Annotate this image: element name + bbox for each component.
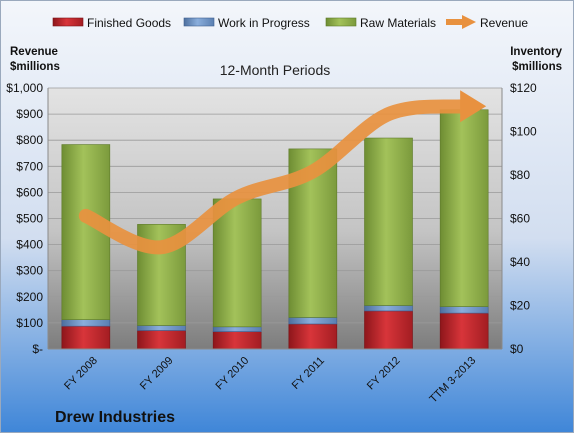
bar-raw-materials (439, 109, 489, 307)
bar-finished-goods (61, 325, 111, 350)
bar-finished-goods (364, 310, 413, 350)
chart-title: 12-Month Periods (220, 62, 331, 78)
legend-revenue-arrowhead (462, 15, 476, 29)
gridlines (48, 87, 502, 324)
left-tick-label: $600 (16, 185, 43, 199)
company-name: Drew Industries (55, 409, 175, 426)
right-axis-label-line1: Inventory (510, 46, 562, 58)
right-tick-label: $40 (510, 255, 530, 269)
bar-finished-goods (288, 323, 338, 350)
right-tick-label: $100 (510, 125, 537, 139)
left-tick-label: $300 (16, 264, 43, 278)
left-tick-label: $200 (16, 290, 43, 304)
bar-work-in-progress (288, 317, 338, 325)
revenue-line-group (78, 90, 487, 255)
left-axis-label-line1: Revenue (10, 46, 58, 58)
right-axis-ticks: $0 $20 $40 $60 $80 $100 $120 (510, 81, 537, 356)
legend-label-finished-goods: Finished Goods (87, 16, 171, 30)
bar-work-in-progress (61, 319, 111, 327)
bar-work-in-progress (439, 306, 489, 314)
legend-label-revenue: Revenue (480, 16, 528, 30)
right-tick-label: $120 (510, 81, 537, 95)
bar-finished-goods (439, 312, 489, 350)
revenue-arrowhead (460, 90, 487, 123)
legend-swatch-work-in-progress (183, 17, 215, 27)
bar-work-in-progress (212, 326, 262, 332)
legend-label-raw-materials: Raw Materials (360, 16, 436, 30)
legend-swatch-finished-goods (52, 17, 84, 27)
legend: Finished Goods Work in Progress Raw Mate… (52, 15, 528, 30)
left-tick-label: $100 (16, 316, 43, 330)
left-tick-label: $700 (16, 159, 43, 173)
left-axis-ticks: $- $100 $200 $300 $400 $500 $600 $700 $800 $900 $1… (6, 81, 43, 356)
bar-finished-goods (212, 331, 262, 350)
right-axis-label-line2: $millions (512, 61, 562, 73)
right-tick-label: $80 (510, 168, 530, 182)
bar-work-in-progress (137, 325, 186, 331)
revenue-line (78, 99, 472, 255)
legend-swatch-raw-materials (325, 17, 357, 27)
left-tick-label: $1,000 (6, 81, 43, 95)
left-tick-label: $400 (16, 238, 43, 252)
left-tick-label: $800 (16, 133, 43, 147)
left-tick-label: $500 (16, 212, 43, 226)
bar-finished-goods (137, 330, 186, 350)
left-axis-label-line2: $millions (10, 61, 60, 73)
left-tick-label: $- (32, 342, 43, 356)
legend-label-work-in-progress: Work in Progress (218, 16, 310, 30)
bar-work-in-progress (364, 305, 413, 312)
right-tick-label: $60 (510, 212, 530, 226)
bar-raw-materials (364, 137, 413, 306)
bar-raw-materials (212, 198, 262, 328)
right-tick-label: $0 (510, 342, 524, 356)
left-tick-label: $900 (16, 107, 43, 121)
right-tick-label: $20 (510, 299, 530, 313)
